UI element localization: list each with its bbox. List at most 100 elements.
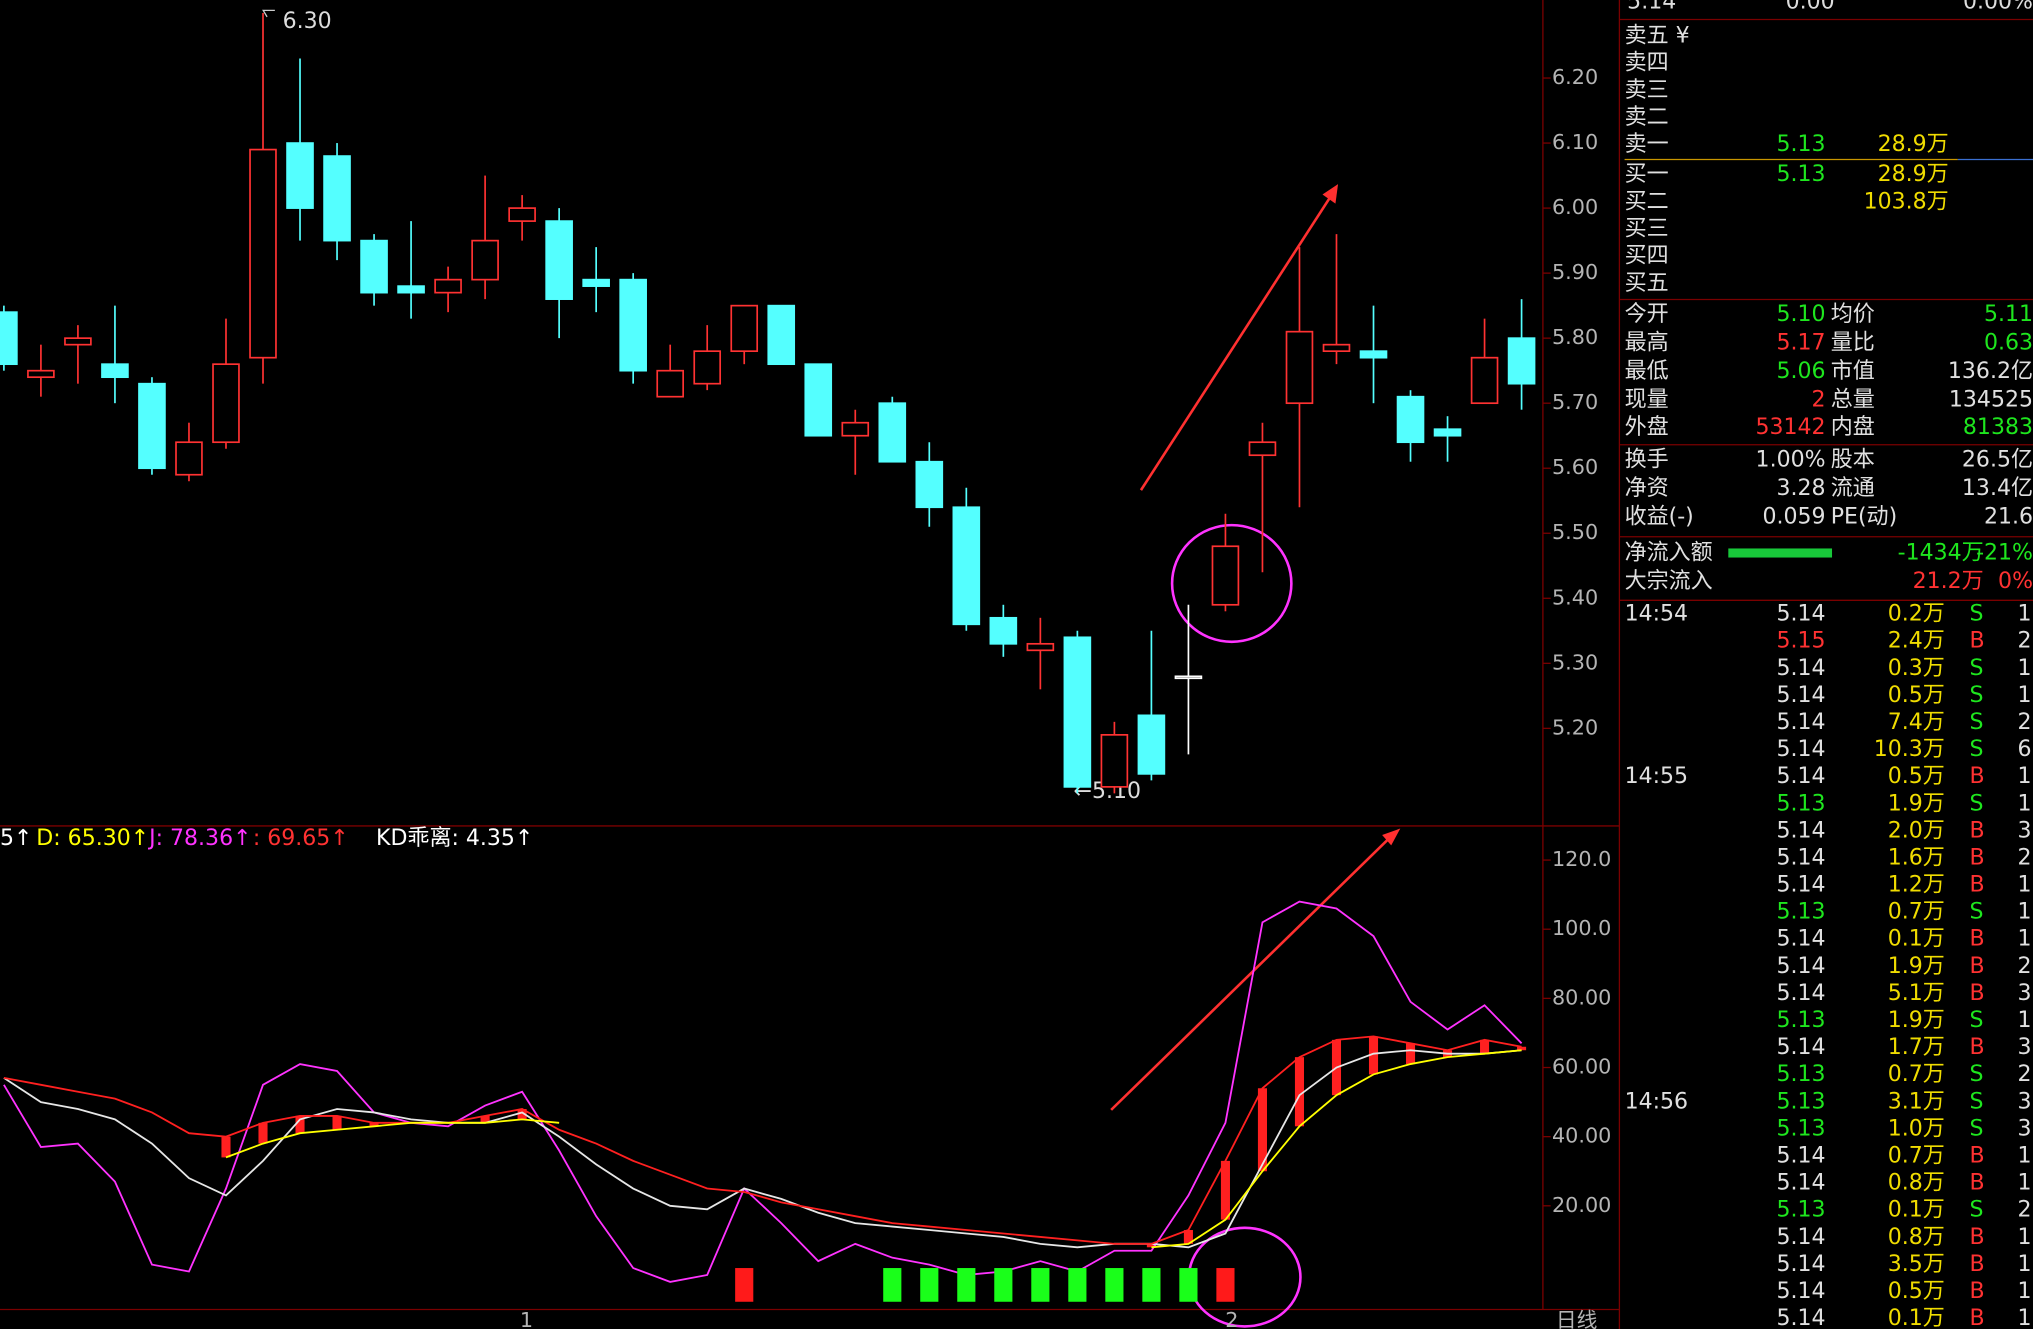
arrow — [1139, 196, 1332, 491]
trade-count: 2 — [2017, 954, 2031, 979]
candle-body — [989, 616, 1018, 645]
y-tick-label: 5.20 — [1552, 715, 1598, 739]
stat-value: 0.63 — [1984, 331, 2033, 356]
book-label: 买二 — [1625, 189, 1669, 214]
kd-bar — [1517, 1046, 1527, 1051]
kd-bar — [1220, 1160, 1230, 1220]
trade-volume: 1.7万 — [1888, 1035, 1945, 1060]
arrowhead — [1382, 828, 1401, 846]
trade-count: 3 — [2017, 818, 2031, 843]
signal-bar — [1031, 1268, 1050, 1302]
signal-bar — [920, 1268, 939, 1302]
stat-label: 收益(-) — [1625, 504, 1694, 529]
trade-side: S — [1969, 1008, 1983, 1033]
trade-price: 5.13 — [1776, 1062, 1825, 1087]
y-tick-label: 20.00 — [1552, 1193, 1611, 1217]
stat-value: 136.2亿 — [1948, 359, 2033, 384]
stat-label: 最低 — [1625, 359, 1669, 384]
trade-count: 2 — [2017, 629, 2031, 654]
trade-side: B — [1969, 873, 1984, 898]
trade-price: 5.14 — [1776, 1144, 1825, 1169]
candle-body — [1285, 330, 1314, 405]
candle-body — [1470, 356, 1499, 405]
stat-label: 内盘 — [1831, 415, 1875, 440]
trade-side: S — [1969, 683, 1983, 708]
trade-side: B — [1969, 954, 1984, 979]
arrowhead — [1322, 184, 1339, 204]
y-tick-label: 6.20 — [1552, 65, 1598, 89]
x-label: 1 — [520, 1308, 533, 1329]
trade-count: 1 — [2017, 683, 2031, 708]
trade-count: 1 — [2017, 873, 2031, 898]
flow-pct: -21% — [1976, 541, 2033, 566]
trade-side: S — [1969, 602, 1983, 627]
x-label: 日线 — [1556, 1308, 1597, 1329]
candle-body — [767, 304, 796, 366]
flow-label: 大宗流入 — [1625, 569, 1713, 594]
kd-line — [3, 1049, 1522, 1249]
stat-value: 21.6 — [1984, 504, 2033, 529]
kd-line — [225, 1049, 1522, 1249]
candle-body — [508, 207, 536, 222]
kd-bar — [517, 1109, 527, 1120]
candle-body — [286, 142, 314, 209]
signal-bar — [1068, 1268, 1087, 1302]
stat-label: 换手 — [1625, 447, 1669, 472]
trade-price: 5.14 — [1776, 845, 1825, 870]
trade-side: S — [1969, 1089, 1983, 1114]
candle-body — [1248, 441, 1277, 457]
trade-side: B — [1969, 1306, 1984, 1329]
candle-body — [1063, 636, 1092, 788]
trade-volume: 0.1万 — [1888, 1306, 1945, 1329]
stat-label: 市值 — [1831, 359, 1875, 384]
kd-bar — [221, 1136, 231, 1158]
y-tick-label: 60.00 — [1552, 1055, 1611, 1079]
flow-value: 21.2万 — [1913, 569, 1984, 594]
y-tick-label: 5.50 — [1552, 520, 1598, 544]
candle-body — [1433, 428, 1462, 437]
kd-bar — [480, 1115, 490, 1123]
trade-price: 5.13 — [1776, 791, 1825, 816]
legend-entry: KD乖离: 4.35↑ — [376, 826, 533, 851]
trade-price: 5.13 — [1776, 1198, 1825, 1223]
trade-volume: 0.1万 — [1888, 927, 1945, 952]
trade-side: S — [1969, 737, 1983, 762]
candle-body — [64, 337, 92, 346]
trade-side: B — [1969, 1225, 1984, 1250]
flow-pct: 0% — [1998, 569, 2033, 594]
trade-side: B — [1969, 927, 1984, 952]
candle-body — [878, 402, 907, 463]
trade-price: 5.14 — [1776, 1252, 1825, 1277]
trade-volume: 0.8万 — [1888, 1171, 1945, 1196]
candle-body — [693, 350, 722, 385]
flow-bar — [1728, 548, 1833, 558]
book-volume: 103.8万 — [1864, 189, 1949, 214]
candle-body — [249, 148, 277, 359]
y-tick-label: 120.0 — [1552, 847, 1611, 871]
book-volume: 28.9万 — [1878, 162, 1949, 187]
stat-value: 0.059 — [1762, 504, 1825, 529]
kd-bar — [1183, 1230, 1193, 1244]
trade-price: 5.14 — [1776, 1171, 1825, 1196]
trade-side: B — [1969, 818, 1984, 843]
signal-bar — [883, 1268, 902, 1302]
kd-line — [3, 1035, 1522, 1245]
candle-body — [212, 363, 240, 444]
trade-side: B — [1969, 1252, 1984, 1277]
candle-body — [101, 363, 129, 379]
kd-bar — [295, 1115, 305, 1134]
candle-body — [915, 460, 944, 509]
trade-count: 1 — [2017, 1171, 2031, 1196]
trade-count: 1 — [2017, 764, 2031, 789]
trade-price: 5.14 — [1776, 981, 1825, 1006]
trade-volume: 0.7万 — [1888, 1062, 1945, 1087]
y-tick-label: 5.90 — [1552, 260, 1598, 284]
high-marker — [262, 9, 275, 18]
candle-body — [1396, 395, 1425, 444]
trade-side: S — [1969, 900, 1983, 925]
y-tick-label: 5.40 — [1552, 585, 1598, 609]
trade-price: 5.14 — [1776, 602, 1825, 627]
stat-label: 均价 — [1831, 302, 1875, 327]
stat-value: 5.17 — [1776, 331, 1825, 356]
